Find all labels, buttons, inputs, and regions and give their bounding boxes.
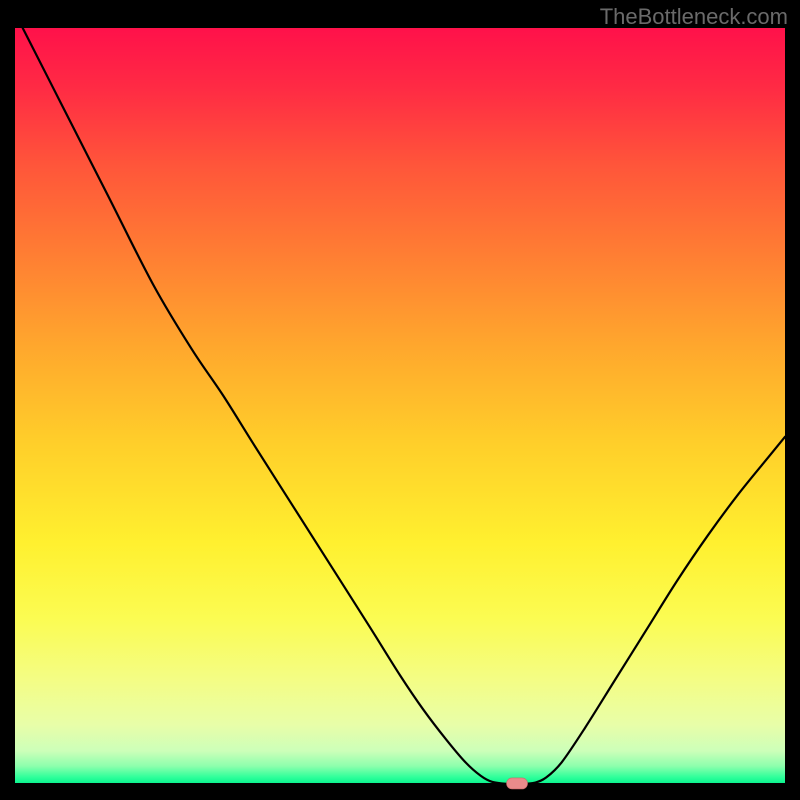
gradient-background	[15, 28, 785, 785]
chart-container: { "watermark": { "text": "TheBottleneck.…	[0, 0, 800, 800]
bottleneck-curve-chart	[0, 0, 800, 800]
optimal-point-marker	[507, 778, 528, 789]
watermark-text: TheBottleneck.com	[600, 4, 788, 30]
